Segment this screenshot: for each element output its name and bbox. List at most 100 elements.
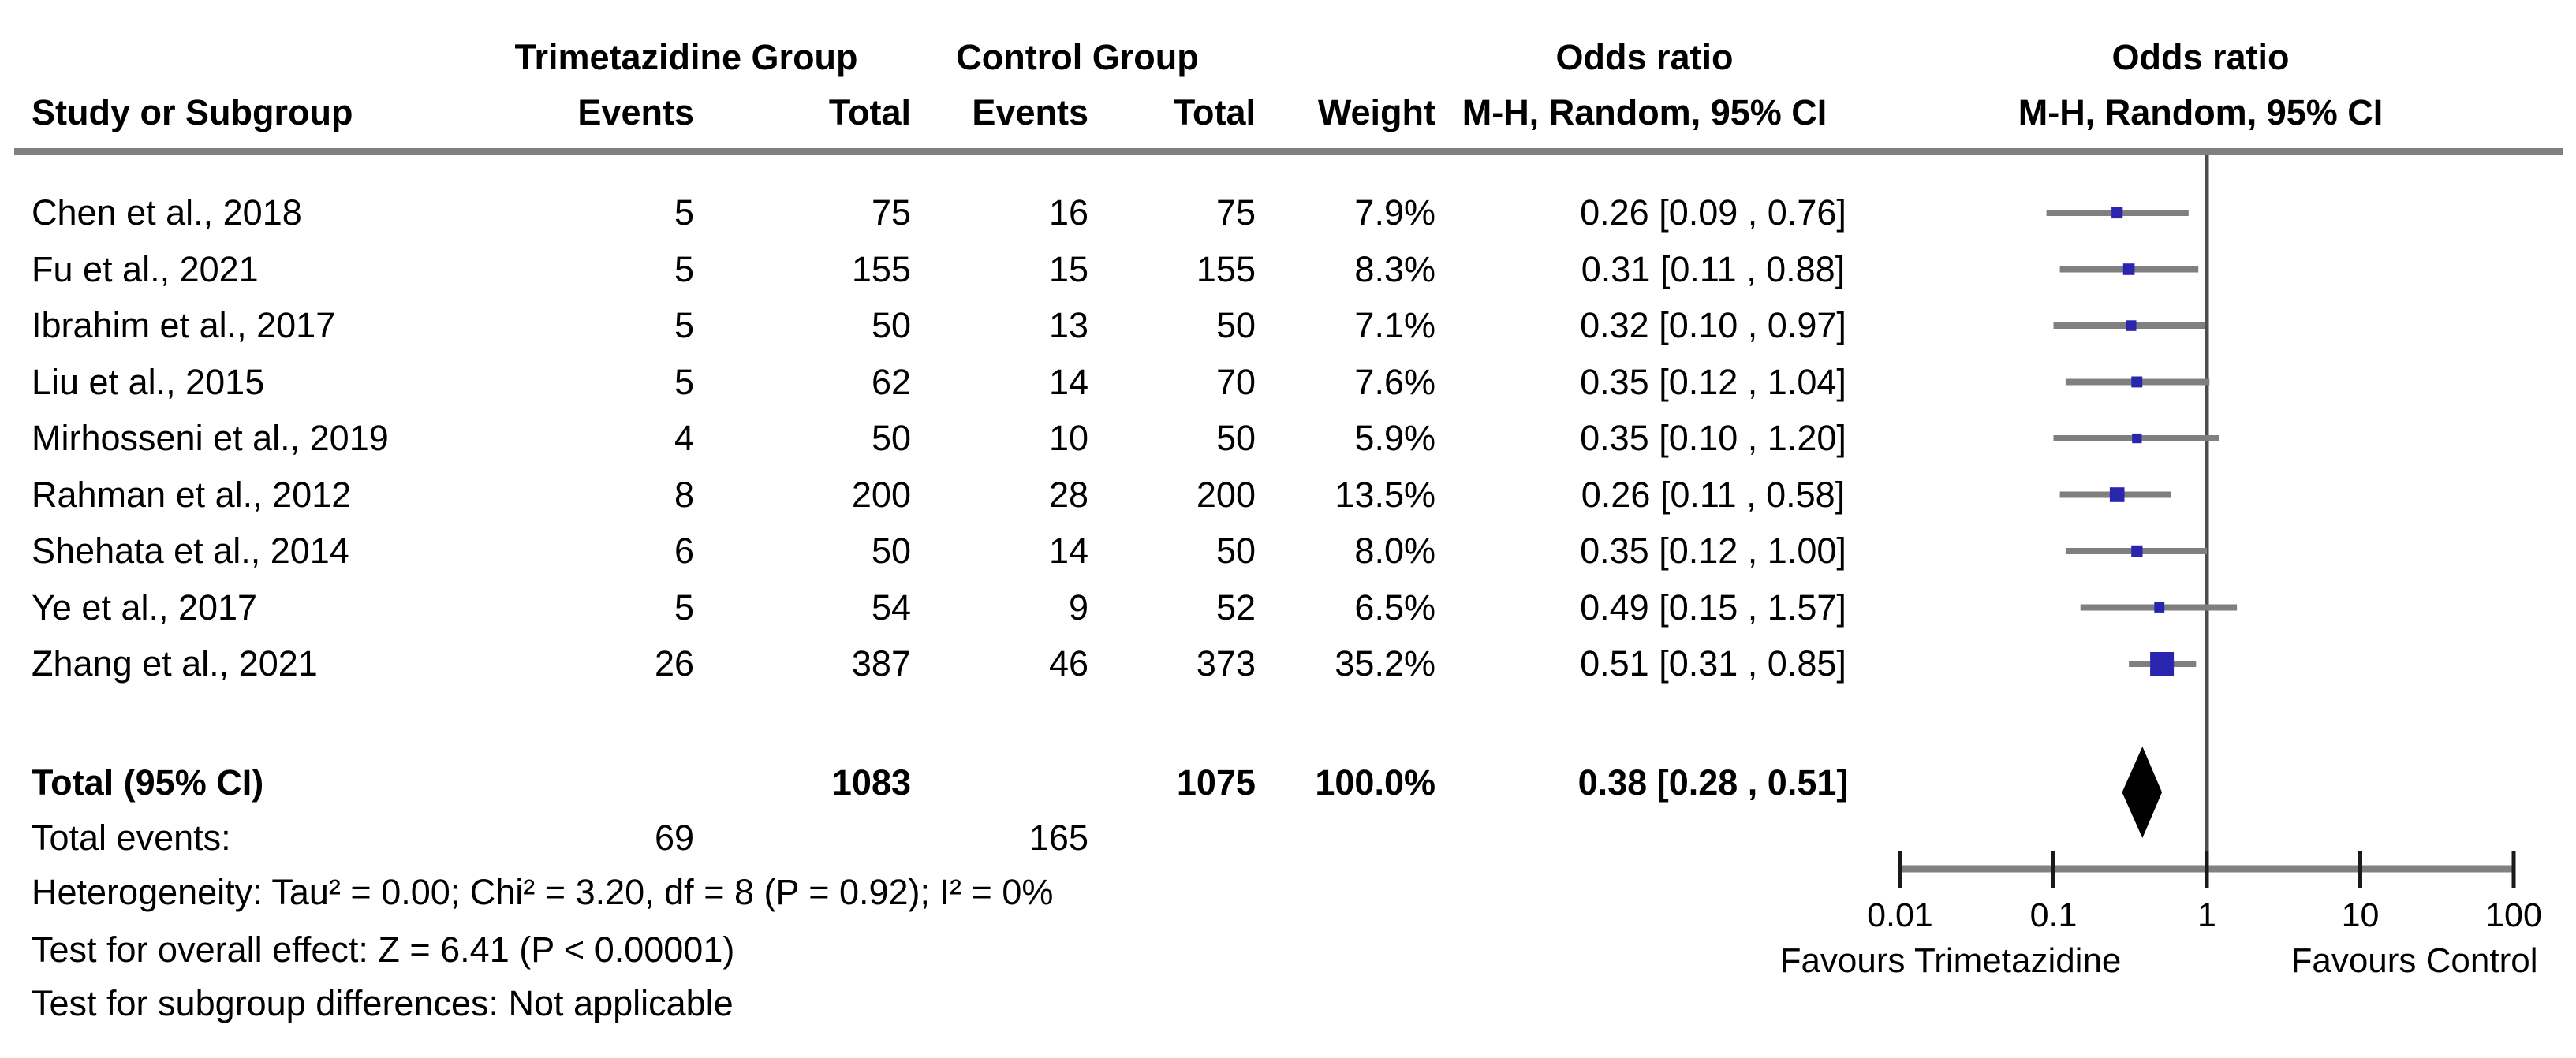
study-label: Shehata et al., 2014 <box>32 531 349 571</box>
or-point-square <box>2131 545 2143 557</box>
or-ci-text: 0.51 [0.31 , 0.85] <box>1580 643 1846 684</box>
ctl-events-value: 16 <box>1048 192 1088 233</box>
total-tmz-total: 1083 <box>831 762 911 803</box>
or-point-square <box>2122 263 2135 275</box>
study-label: Ibrahim et al., 2017 <box>32 305 336 345</box>
or-ci-text: 0.26 [0.11 , 0.58] <box>1581 474 1846 515</box>
overall-effect-text: Test for overall effect: Z = 6.41 (P < 0… <box>32 929 735 970</box>
tmz-total-value: 50 <box>871 305 911 345</box>
total-label: Total (95% CI) <box>32 762 264 803</box>
tmz-events-header: Events <box>577 92 694 132</box>
study-label: Fu et al., 2021 <box>32 248 259 289</box>
weight-value: 8.3% <box>1354 248 1435 289</box>
ctl-total-value: 373 <box>1196 643 1256 684</box>
x-axis-tick-label: 100 <box>2485 896 2542 934</box>
ctl-total-value: 200 <box>1196 474 1256 515</box>
ctl-events-value: 9 <box>1068 587 1088 628</box>
overall-effect-line: Test for overall effect: Z = 6.41 (P < 0… <box>0 922 1909 978</box>
or-point-square <box>2111 207 2123 219</box>
plot-title: Odds ratio <box>2111 37 2290 77</box>
study-row: Ye et al., 2017 5 54 9 52 6.5% 0.49 [0.1… <box>0 579 1909 636</box>
ctl-total-value: 52 <box>1215 587 1256 628</box>
ctl-events-value: 28 <box>1048 474 1088 515</box>
or-ci-text: 0.32 [0.10 , 0.97] <box>1580 305 1846 345</box>
tmz-events-value: 5 <box>674 248 694 289</box>
total-events-ctl: 165 <box>1029 818 1088 858</box>
study-label: Zhang et al., 2021 <box>32 643 318 684</box>
weight-header: Weight <box>1317 92 1435 132</box>
or-point-square <box>2150 652 2175 676</box>
tmz-total-header: Total <box>828 92 911 132</box>
weight-value: 35.2% <box>1335 643 1435 684</box>
tmz-events-value: 5 <box>674 192 694 233</box>
total-ctl-total: 1075 <box>1176 762 1256 803</box>
plot-method-header: M-H, Random, 95% CI <box>2018 92 2384 132</box>
or-point-square <box>2132 433 2142 444</box>
favours-right-label: Favours Control <box>2290 941 2537 980</box>
tmz-events-value: 5 <box>674 587 694 628</box>
ctl-events-value: 13 <box>1048 305 1088 345</box>
study-label: Mirhosseni et al., 2019 <box>32 418 389 458</box>
study-column-header: Study or Subgroup <box>32 92 353 132</box>
or-ci-text: 0.31 [0.11 , 0.88] <box>1581 248 1846 289</box>
weight-value: 7.1% <box>1354 305 1435 345</box>
table-header: Trimetazidine Group Control Group Odds r… <box>0 34 2576 81</box>
ctl-events-value: 10 <box>1048 418 1088 458</box>
x-axis-tick-label: 1 <box>2197 896 2216 934</box>
study-row: Ibrahim et al., 2017 5 50 13 50 7.1% 0.3… <box>0 297 1909 354</box>
heterogeneity-line: Heterogeneity: Tau² = 0.00; Chi² = 3.20,… <box>0 864 1909 921</box>
or-ci-text: 0.26 [0.09 , 0.76] <box>1580 192 1846 233</box>
total-events-label: Total events: <box>32 818 231 858</box>
ctl-events-value: 15 <box>1048 248 1088 289</box>
or-point-square <box>2126 320 2137 331</box>
total-events-row: Total events: 69 165 <box>0 810 1909 866</box>
study-row: Fu et al., 2021 5 155 15 155 8.3% 0.31 [… <box>0 241 1909 298</box>
tmz-total-value: 62 <box>871 361 911 402</box>
ctl-total-value: 50 <box>1215 418 1256 458</box>
header-separator-line <box>14 148 2563 155</box>
ctl-total-value: 75 <box>1215 192 1256 233</box>
or-ci-text: 0.49 [0.15 , 1.57] <box>1580 587 1846 628</box>
weight-value: 7.6% <box>1354 361 1435 402</box>
ctl-events-value: 14 <box>1048 531 1088 571</box>
study-row: Rahman et al., 2012 8 200 28 200 13.5% 0… <box>0 467 1909 523</box>
weight-value: 5.9% <box>1354 418 1435 458</box>
weight-value: 8.0% <box>1354 531 1435 571</box>
study-label: Liu et al., 2015 <box>32 361 265 402</box>
weight-value: 6.5% <box>1354 587 1435 628</box>
tmz-total-value: 75 <box>871 192 911 233</box>
tmz-events-value: 26 <box>654 643 694 684</box>
column-group-trimetazidine: Trimetazidine Group <box>514 37 858 77</box>
subgroup-test-line: Test for subgroup differences: Not appli… <box>0 975 1909 1032</box>
ctl-events-header: Events <box>972 92 1088 132</box>
study-row: Chen et al., 2018 5 75 16 75 7.9% 0.26 [… <box>0 184 1909 241</box>
weight-value: 13.5% <box>1335 474 1435 515</box>
or-ci-text: 0.35 [0.12 , 1.00] <box>1580 531 1846 571</box>
ctl-total-value: 70 <box>1215 361 1256 402</box>
x-axis-tick-label: 10 <box>2342 896 2380 934</box>
tmz-total-value: 50 <box>871 418 911 458</box>
study-label: Ye et al., 2017 <box>32 587 258 628</box>
ctl-total-value: 50 <box>1215 305 1256 345</box>
study-row: Mirhosseni et al., 2019 4 50 10 50 5.9% … <box>0 410 1909 467</box>
tmz-total-value: 387 <box>851 643 911 684</box>
ctl-events-value: 46 <box>1048 643 1088 684</box>
tmz-events-value: 6 <box>674 531 694 571</box>
total-weight: 100.0% <box>1315 762 1435 803</box>
tmz-events-value: 8 <box>674 474 694 515</box>
tmz-events-value: 5 <box>674 361 694 402</box>
total-events-tmz: 69 <box>654 818 694 858</box>
or-point-square <box>2131 376 2143 388</box>
or-ci-text: 0.35 [0.12 , 1.04] <box>1580 361 1846 402</box>
or-method-header: M-H, Random, 95% CI <box>1462 92 1827 132</box>
table-subheader: Study or Subgroup Events Total Events To… <box>0 89 2576 136</box>
total-or-ci-text: 0.38 [0.28 , 0.51] <box>1577 762 1849 803</box>
tmz-events-value: 5 <box>674 305 694 345</box>
tmz-total-value: 54 <box>871 587 911 628</box>
study-row: Zhang et al., 2021 26 387 46 373 35.2% 0… <box>0 635 1909 692</box>
or-ci-text: 0.35 [0.10 , 1.20] <box>1580 418 1846 458</box>
heterogeneity-text: Heterogeneity: Tau² = 0.00; Chi² = 3.20,… <box>32 872 1054 912</box>
study-label: Chen et al., 2018 <box>32 192 302 233</box>
study-label: Rahman et al., 2012 <box>32 474 352 515</box>
